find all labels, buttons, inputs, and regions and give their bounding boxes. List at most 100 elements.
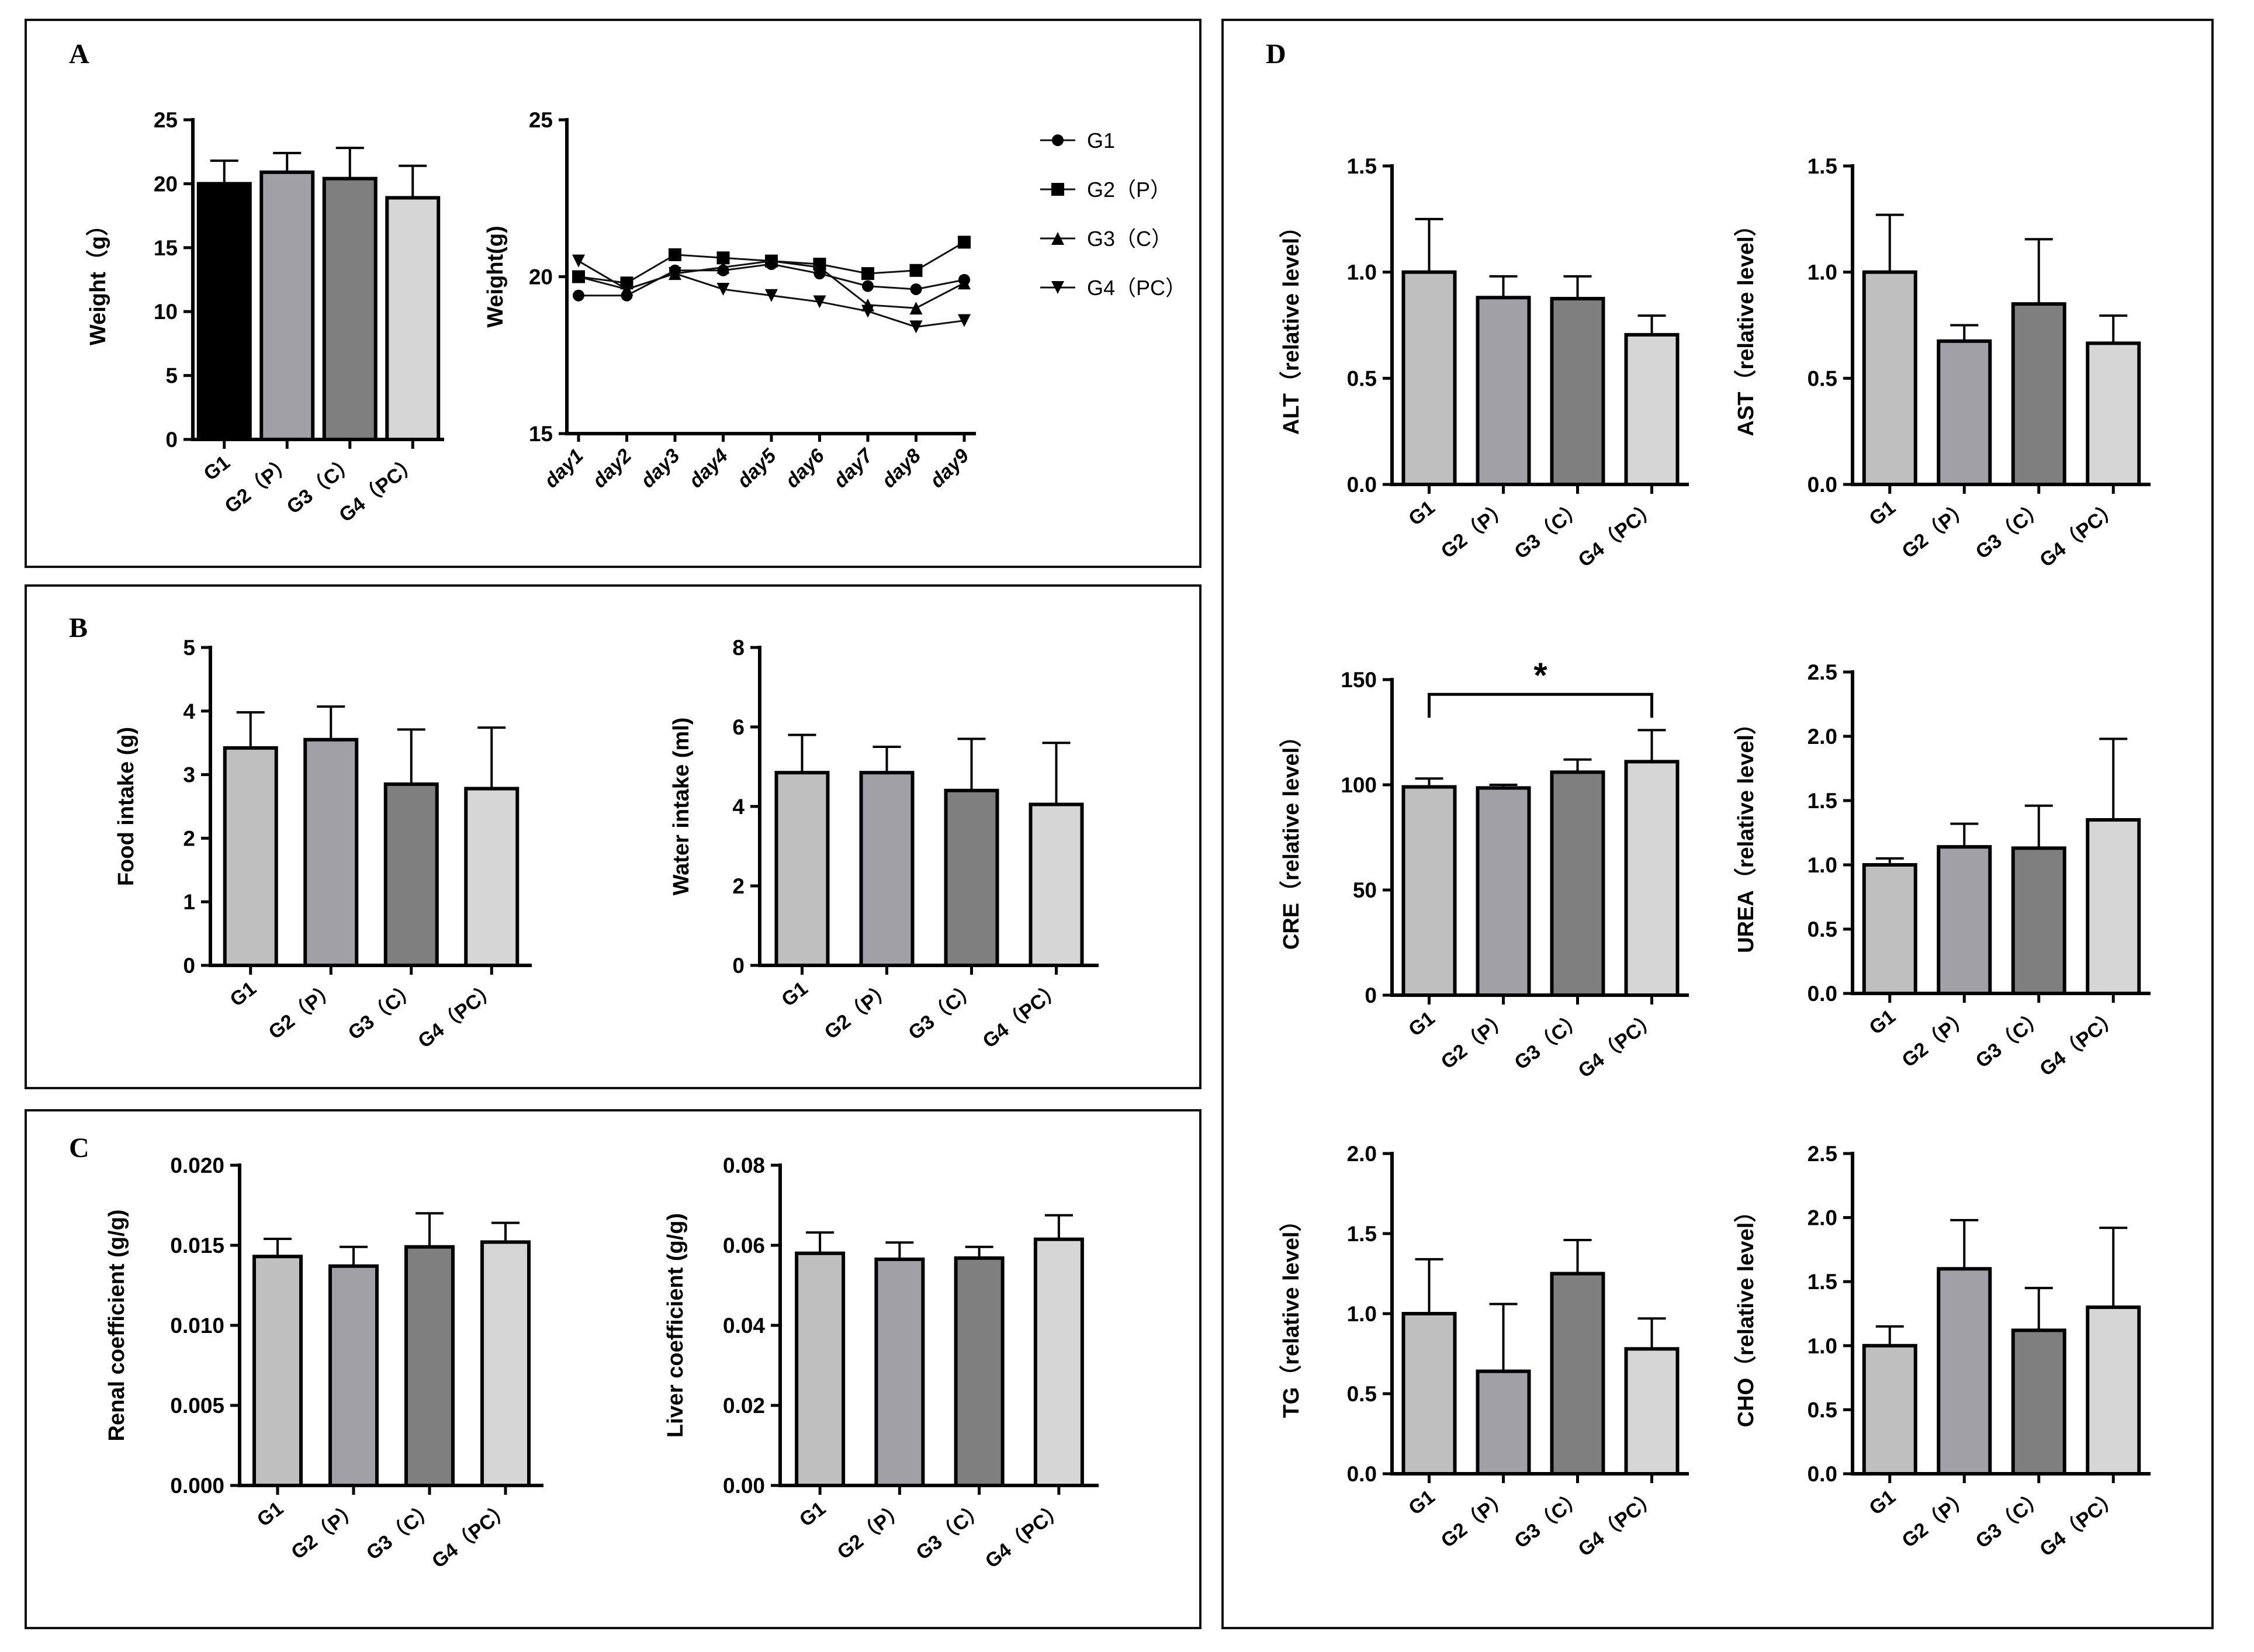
panel-a-border <box>25 19 1202 568</box>
marker-square <box>861 267 874 280</box>
bar-1 <box>795 1251 846 1487</box>
marker-triangle-down <box>765 289 778 302</box>
bar-3 <box>404 1245 455 1487</box>
marker-triangle-up <box>1051 232 1064 245</box>
x-tick-label: G3（C） <box>344 977 421 1045</box>
x-tick-label: G3（C） <box>912 1497 989 1565</box>
bar-1 <box>1401 270 1457 486</box>
x-tick-label: G3（C） <box>904 977 982 1045</box>
bar-2 <box>859 771 915 967</box>
marker-triangle-up <box>958 276 971 290</box>
bar-4 <box>480 1240 531 1488</box>
y-tick-label: 0.5 <box>1347 1382 1377 1406</box>
y-tick-label: 2.0 <box>1808 1206 1837 1230</box>
marker-circle <box>910 283 922 295</box>
x-tick-label: day3 <box>636 445 684 493</box>
x-tick-label: G1 <box>226 977 261 1011</box>
y-axis-label: Renal coefficient (g/g) <box>105 1210 129 1442</box>
x-tick-label: G4（PC） <box>981 1497 1069 1573</box>
x-tick-label: day8 <box>877 445 925 493</box>
marker-triangle-down <box>813 295 826 309</box>
bar-2 <box>259 170 315 441</box>
marker-square <box>958 235 971 249</box>
x-tick-label: G2（P） <box>264 977 341 1044</box>
legend-label: G2（P） <box>1087 178 1171 202</box>
marker-triangle-up <box>813 261 826 274</box>
y-tick-label: 2.0 <box>1808 725 1837 749</box>
x-tick-label: G1 <box>1865 1485 1900 1519</box>
bar-2 <box>1476 296 1531 486</box>
y-tick-label: 1.5 <box>1347 1222 1377 1246</box>
bar-4 <box>2086 1305 2141 1476</box>
significance-label: * <box>1533 656 1547 695</box>
bar-4 <box>385 196 441 441</box>
bar-2 <box>1937 339 1992 486</box>
y-tick-label: 2.5 <box>1808 660 1837 684</box>
legend-label: G3（C） <box>1087 227 1172 251</box>
x-tick-label: day4 <box>684 445 732 493</box>
y-tick-label: 0.015 <box>170 1234 224 1258</box>
x-tick-label: day1 <box>540 445 588 493</box>
x-tick-label: day2 <box>588 445 636 493</box>
bar-4 <box>2086 818 2141 995</box>
y-tick-label: 15 <box>529 422 553 446</box>
x-tick-label: day6 <box>781 444 829 492</box>
x-tick-label: G4（PC） <box>2035 1485 2124 1561</box>
y-tick-label: 150 <box>1341 668 1377 692</box>
x-tick-label: day7 <box>829 444 878 492</box>
bar-3 <box>2011 1328 2066 1476</box>
y-axis-label: Food intake (g) <box>114 727 139 886</box>
x-tick-label: G4（PC） <box>2035 1005 2124 1081</box>
y-tick-label: 2.5 <box>1808 1142 1837 1166</box>
y-axis-label: AST（relative level） <box>1734 214 1758 436</box>
legend-label: G1 <box>1087 129 1115 153</box>
y-tick-label: 0.0 <box>1808 1462 1837 1486</box>
y-tick-label: 1.0 <box>1808 853 1837 877</box>
y-tick-label: 8 <box>732 636 745 660</box>
bar-1 <box>1862 1343 1917 1476</box>
bar-1 <box>223 746 278 968</box>
x-tick-label: G4（PC） <box>1574 496 1662 572</box>
bar-3 <box>322 176 378 441</box>
y-tick-label: 0.020 <box>170 1154 224 1177</box>
y-tick-label: 1.5 <box>1808 789 1837 813</box>
x-tick-label: G4（PC） <box>1574 1007 1662 1083</box>
y-axis-label: UREA（relative level） <box>1734 712 1758 953</box>
bar-3 <box>954 1256 1005 1487</box>
panel-c-letter: C <box>69 1132 89 1163</box>
x-tick-label: G1 <box>1865 1005 1900 1039</box>
marker-triangle-down <box>861 304 874 318</box>
bar-4 <box>1624 333 1680 486</box>
y-axis-label: Weight(g) <box>483 226 508 327</box>
panel-b-border <box>25 584 1202 1089</box>
y-tick-label: 0.5 <box>1808 917 1837 941</box>
marker-circle <box>862 280 874 292</box>
bar-4 <box>1029 802 1084 967</box>
y-axis-label: Liver coefficient (g/g) <box>663 1213 688 1438</box>
y-tick-label: 0.0 <box>1347 1462 1377 1486</box>
y-tick-label: 0 <box>732 954 745 978</box>
chart-renal: 0.000 0.005 0.010 0.015 0.020 Renal coefficie… <box>105 1154 543 1573</box>
y-tick-label: 0.06 <box>723 1234 765 1258</box>
y-tick-label: 0.02 <box>723 1394 765 1418</box>
y-tick-label: 1.0 <box>1808 261 1837 285</box>
panel-d-letter: D <box>1266 39 1286 70</box>
y-tick-label: 15 <box>154 236 178 260</box>
marker-square <box>909 264 923 277</box>
x-tick-label: G2（P） <box>1436 1485 1513 1552</box>
bar-3 <box>2011 302 2066 487</box>
bar-2 <box>303 737 359 967</box>
y-tick-label: 0 <box>1365 983 1377 1007</box>
y-tick-label: 0.5 <box>1808 366 1837 390</box>
y-tick-label: 1.0 <box>1347 1302 1377 1326</box>
y-tick-label: 3 <box>183 763 195 787</box>
marker-triangle-up <box>909 302 923 315</box>
x-tick-label: G2（P） <box>1898 1005 1974 1072</box>
significance-bracket <box>1428 692 1653 718</box>
bar-3 <box>1550 297 1605 486</box>
bar-2 <box>1937 845 1992 995</box>
y-tick-label: 0.000 <box>170 1474 224 1498</box>
